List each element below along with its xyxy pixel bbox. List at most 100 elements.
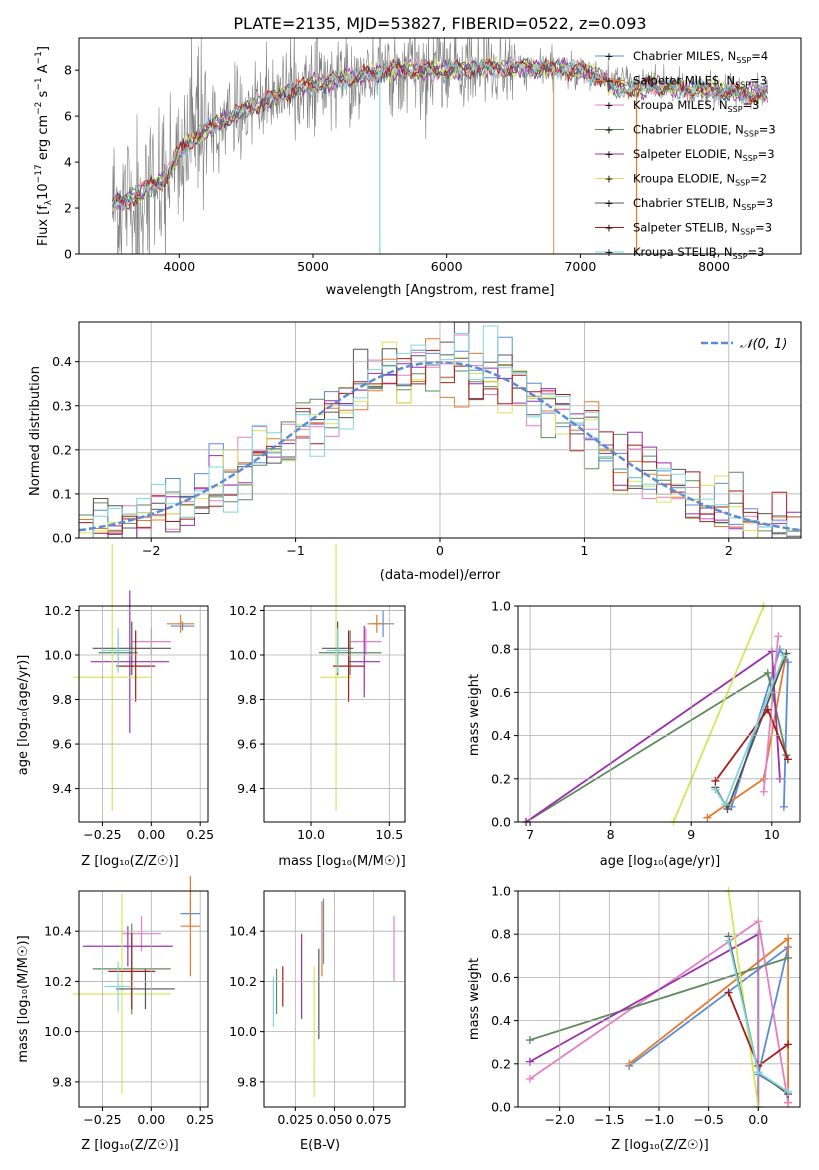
legend-sub: SSP xyxy=(743,154,758,163)
legend-marker-chabrier-miles: + xyxy=(604,50,613,63)
legend-name: Salpeter MILES, N xyxy=(633,74,735,88)
spectrum-ytick-label: 2 xyxy=(64,201,72,216)
residuals-legend: 𝒩(0, 1) xyxy=(701,337,787,352)
weight-vs-z-ytick-label: 0.6 xyxy=(491,970,511,985)
legend-nssp: =4 xyxy=(751,49,768,63)
weight-vs-age-marks xyxy=(522,602,792,826)
weight-vs-z-ytick-label: 0.4 xyxy=(491,1013,511,1028)
mass-vs-z-axes: −0.25 0.00 0.25 9.8 10.0 10.2 10.4 xyxy=(44,890,214,1127)
age-vs-z-frame xyxy=(78,605,209,823)
residuals-ylabel: Normed distribution xyxy=(28,366,43,496)
mass-vs-ebv-xtick-label: 0.050 xyxy=(317,1112,353,1127)
spectrum-ytick-label: 4 xyxy=(64,155,72,170)
model-line-kroupa-elodie xyxy=(112,55,768,212)
age-vs-z-ytick-label: 9.4 xyxy=(52,781,72,796)
age-vs-mass-panel: 10.0 10.5 9.4 9.6 9.8 10.0 10.2 mass [log₁₀(M/… xyxy=(229,543,406,869)
age-vs-z-xlabel: Z [log₁₀(Z/Z☉)] xyxy=(81,854,178,869)
age-vs-z-ytick-label: 9.6 xyxy=(52,737,72,752)
legend-label-chabrier-miles: Chabrier MILES, NSSP=4 xyxy=(633,49,768,65)
weight-point-kroupa-stelib xyxy=(724,936,733,945)
legend-sub: SSP xyxy=(740,228,755,237)
weight-vs-age-ytick-label: 0.0 xyxy=(491,815,511,830)
weight-vs-z-ytick-label: 1.0 xyxy=(491,884,511,899)
mass-vs-ebv-xlabel: E(B-V) xyxy=(300,1138,340,1153)
weight-point-kroupa-stelib xyxy=(711,785,720,794)
age-vs-z-marks xyxy=(73,543,195,811)
spectrum-axes: 4000 5000 6000 7000 8000 0 2 4 6 8 xyxy=(64,37,802,274)
age-vs-mass-ytick-label: 10.0 xyxy=(229,647,257,662)
weight-point-chabrier-miles xyxy=(779,802,788,811)
legend-label-kroupa-elodie: Kroupa ELODIE, NSSP=2 xyxy=(633,172,767,188)
age-vs-z-axes: −0.25 0.00 0.25 9.4 9.6 9.8 10.0 10.2 xyxy=(44,603,214,842)
weight-vs-z-panel: −2.0 −1.5 −1.0 −0.5 0.0 0.0 0.2 0.4 0.6 0.8 1.0 Z … xyxy=(467,884,801,1153)
mass-vs-z-marks xyxy=(73,875,201,1095)
weight-vs-age-ytick-label: 0.8 xyxy=(491,642,511,657)
mass-vs-z-xtick-label: 0.25 xyxy=(186,1112,214,1127)
legend-nssp: =3 xyxy=(756,196,773,210)
residuals-xtick-label: 2 xyxy=(725,543,733,558)
age-vs-z-ytick-label: 10.0 xyxy=(44,647,72,662)
legend-nssp: =3 xyxy=(758,147,775,161)
age-vs-mass-ytick-label: 9.6 xyxy=(237,737,257,752)
weight-vs-z-ytick-label: 0.0 xyxy=(491,1100,511,1115)
spectrum-xtick-label: 5000 xyxy=(297,259,329,274)
mass-vs-ebv-xtick-label: 0.075 xyxy=(356,1112,392,1127)
weight-vs-age-panel: 7 8 9 10 0.0 0.2 0.4 0.6 0.8 1.0 age [log₁₀(age/y… xyxy=(467,599,801,869)
age-vs-mass-marks xyxy=(318,543,395,811)
legend-label-salpeter-stelib: Salpeter STELIB, NSSP=3 xyxy=(633,221,772,237)
legend-name: Chabrier ELODIE, N xyxy=(633,123,744,137)
mass-vs-z-ytick-label: 10.0 xyxy=(44,1024,72,1039)
spectrum-ytick-label: 6 xyxy=(64,109,72,124)
spectrum-clipped xyxy=(112,38,768,254)
mass-vs-ebv-panel: 0.025 0.050 0.075 9.8 10.0 10.2 10.4 E(B-V) xyxy=(229,890,406,1153)
legend-name: Kroupa STELIB, N xyxy=(633,245,733,259)
age-vs-z-ytick-label: 9.8 xyxy=(52,692,72,707)
weight-point-salpeter-miles xyxy=(784,934,793,943)
residuals-ytick-label: 0.1 xyxy=(52,486,72,501)
weight-vs-z-xtick-label: −1.5 xyxy=(594,1112,624,1127)
model-line-chabrier-stelib xyxy=(112,58,768,208)
mass-vs-ebv-ytick-label: 9.8 xyxy=(237,1074,257,1089)
legend-sub: SSP xyxy=(735,179,750,188)
legend-sub: SSP xyxy=(741,203,756,212)
residuals-axes: −2 −1 0 1 2 0.0 0.1 0.2 0.3 0.4 xyxy=(52,321,802,558)
age-vs-z-panel: −0.25 0.00 0.25 9.4 9.6 9.8 10.0 10.2 Z [log₁₀(… xyxy=(16,543,214,869)
age-vs-z-ylabel: age [log₁₀(age/yr)] xyxy=(16,655,31,776)
weight-vs-z-ytick-label: 0.8 xyxy=(491,927,511,942)
residuals-xtick-label: −1 xyxy=(286,543,304,558)
weight-point-chabrier-elodie xyxy=(763,668,772,677)
weight-point-kroupa-stelib xyxy=(721,800,730,809)
spectrum-xtick-label: 8000 xyxy=(698,259,730,274)
legend-nssp: =3 xyxy=(743,98,760,112)
residuals-xtick-label: 0 xyxy=(436,543,444,558)
weight-point-kroupa-stelib xyxy=(779,651,788,660)
weight-vs-age-xtick-label: 9 xyxy=(687,827,695,842)
residuals-panel: −2 −1 0 1 2 0.0 0.1 0.2 0.3 0.4 (data-model)/erro… xyxy=(28,321,802,583)
weight-vs-age-xtick-label: 7 xyxy=(526,827,534,842)
mass-vs-ebv-ytick-label: 10.2 xyxy=(229,974,257,989)
weight-line-kroupa-elodie xyxy=(672,605,765,823)
weight-point-chabrier-elodie xyxy=(784,953,793,962)
legend-name: Kroupa MILES, N xyxy=(633,98,728,112)
weight-vs-z-ytick-label: 0.2 xyxy=(491,1056,511,1071)
legend-marker-kroupa-elodie: + xyxy=(604,173,613,186)
legend-sub: SSP xyxy=(744,130,759,139)
mass-vs-z-ytick-label: 10.2 xyxy=(44,974,72,989)
legend-marker-chabrier-stelib: + xyxy=(604,197,613,210)
weight-vs-age-axes: 7 8 9 10 0.0 0.2 0.4 0.6 0.8 1.0 xyxy=(491,599,801,842)
weight-line-kroupa-miles xyxy=(762,636,780,792)
residuals-ytick-label: 0.3 xyxy=(52,398,72,413)
mass-vs-z-xlabel: Z [log₁₀(Z/Z☉)] xyxy=(81,1138,178,1153)
weight-vs-age-xlabel: age [log₁₀(age/yr)] xyxy=(600,854,721,869)
legend-label-kroupa-stelib: Kroupa STELIB, NSSP=3 xyxy=(633,245,764,261)
gaussian-legend-label: 𝒩(0, 1) xyxy=(740,337,787,352)
weight-point-kroupa-miles xyxy=(525,1074,534,1083)
mass-vs-z-frame xyxy=(78,890,209,1108)
age-vs-mass-ytick-label: 9.8 xyxy=(237,692,257,707)
weight-point-chabrier-elodie xyxy=(525,1036,534,1045)
legend-name: Chabrier MILES, N xyxy=(633,49,736,63)
weight-vs-age-ylabel: mass weight xyxy=(467,674,482,756)
mass-vs-ebv-marks xyxy=(272,898,395,1097)
mass-vs-z-ytick-label: 9.8 xyxy=(52,1074,72,1089)
